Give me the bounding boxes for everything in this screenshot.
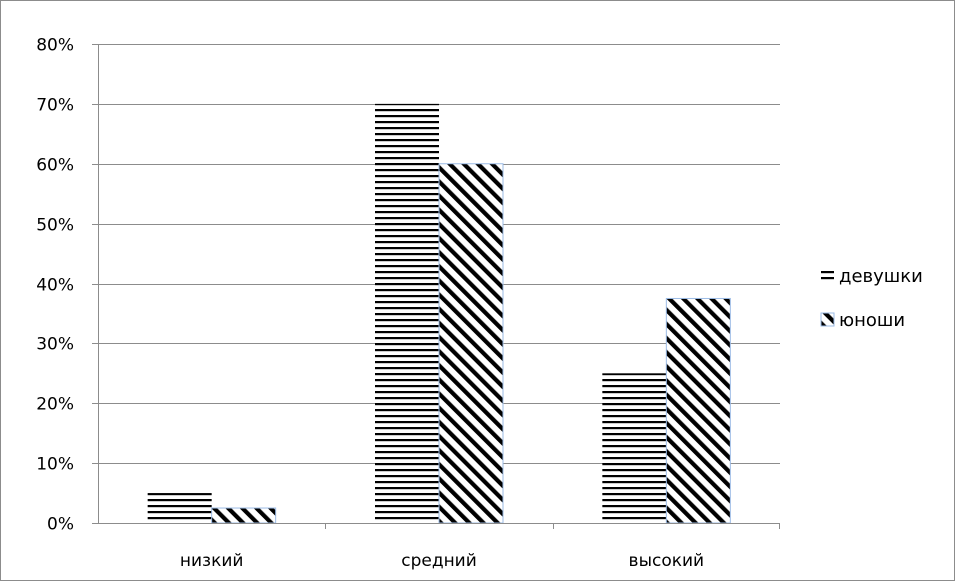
x-axis-category-labels: низкий средний высокий bbox=[180, 551, 704, 571]
x-category-label: средний bbox=[401, 551, 477, 571]
bar-yunoshi-0 bbox=[211, 507, 277, 524]
bar-devushki-0 bbox=[147, 493, 212, 523]
bar-devushki-1 bbox=[375, 103, 439, 523]
y-tick-label: 70% bbox=[36, 96, 74, 116]
legend-swatch-devushki bbox=[821, 269, 834, 282]
y-tick-label: 40% bbox=[36, 276, 74, 296]
legend-label-yunoshi: юноши bbox=[839, 310, 905, 331]
axes bbox=[92, 44, 780, 529]
legend-label-devushki: девушки bbox=[839, 266, 923, 287]
legend: девушки юноши bbox=[820, 266, 923, 331]
bars bbox=[147, 103, 731, 524]
y-tick-label: 10% bbox=[36, 455, 74, 475]
legend-swatch-yunoshi bbox=[820, 312, 835, 327]
y-tick-label: 20% bbox=[36, 395, 74, 415]
bar-yunoshi-1 bbox=[438, 163, 504, 524]
y-axis-tick-labels: 0% 10% 20% 30% 40% 50% 60% 70% 80% bbox=[36, 36, 74, 535]
x-category-label: высокий bbox=[629, 551, 705, 571]
y-tick-label: 0% bbox=[47, 515, 74, 535]
x-category-label: низкий bbox=[180, 551, 244, 571]
y-tick-label: 60% bbox=[36, 156, 74, 176]
y-tick-label: 80% bbox=[36, 36, 74, 56]
bar-devushki-2 bbox=[602, 373, 667, 523]
y-tick-label: 50% bbox=[36, 216, 74, 236]
bar-yunoshi-2 bbox=[665, 297, 731, 524]
y-tick-label: 30% bbox=[36, 335, 74, 355]
